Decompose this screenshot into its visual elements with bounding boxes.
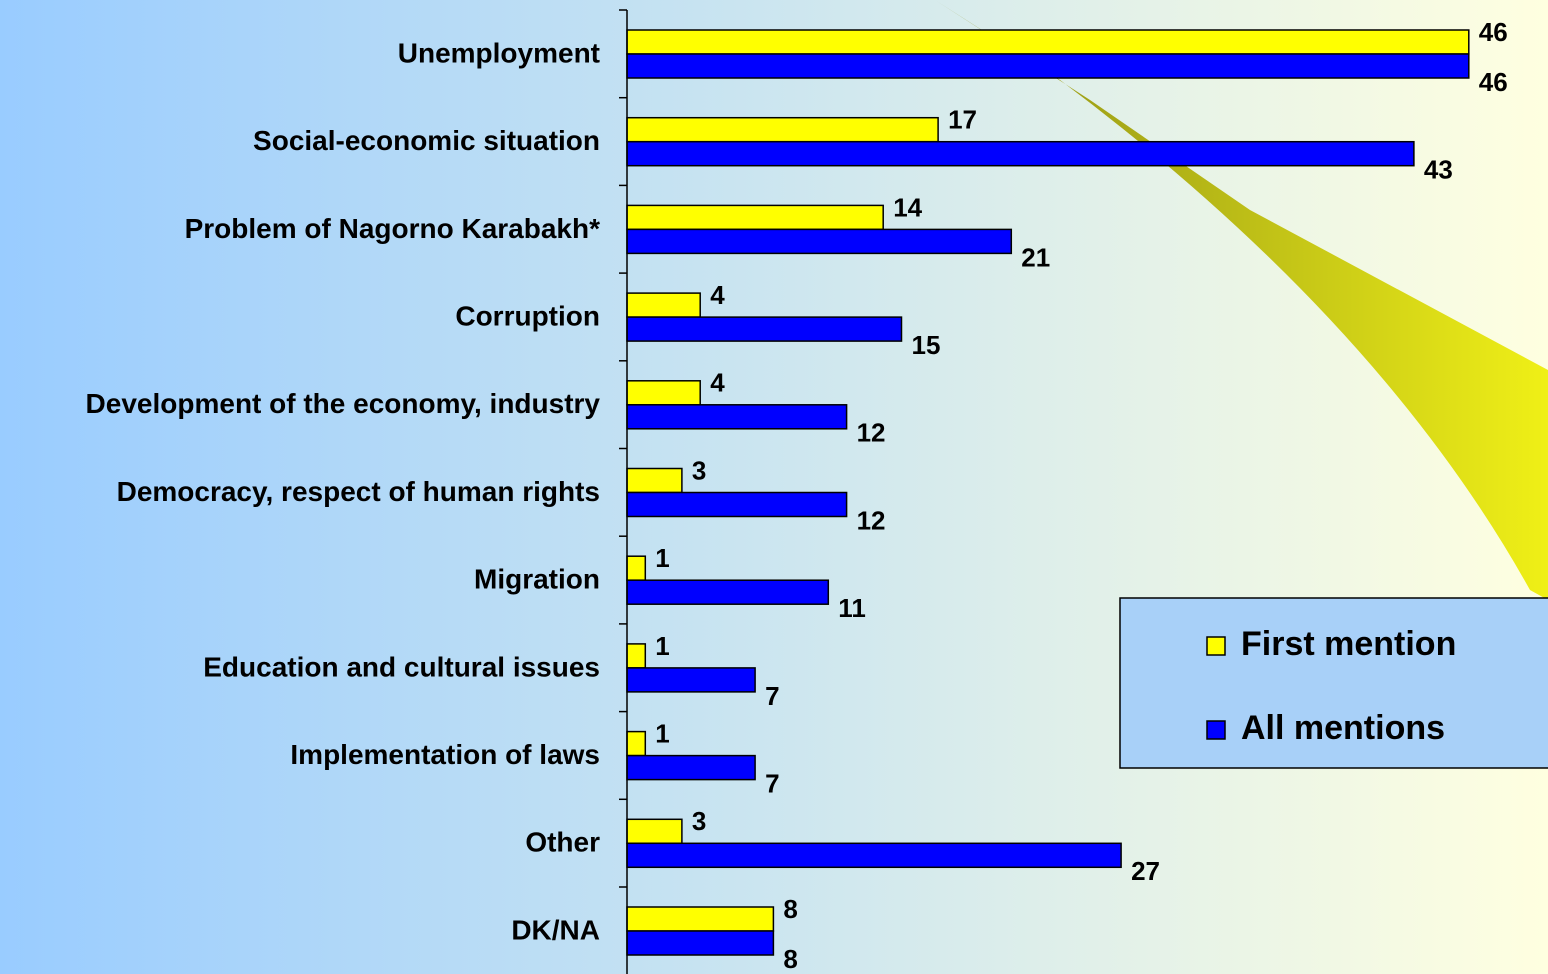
category-label: Corruption: [455, 300, 600, 331]
value-label: 14: [893, 192, 922, 222]
category-label: Implementation of laws: [290, 739, 600, 770]
value-label: 17: [948, 105, 977, 135]
value-label: 12: [857, 505, 886, 535]
bar: [626, 316, 903, 342]
legend: First mention All mentions: [1119, 597, 1548, 769]
value-label: 27: [1131, 856, 1160, 886]
bar: [626, 140, 1415, 167]
bar: [626, 292, 701, 318]
bar: [626, 818, 683, 845]
bar: [626, 116, 939, 143]
bar: [626, 930, 775, 956]
value-label: 8: [783, 894, 797, 924]
legend-box: [1119, 597, 1548, 769]
value-label: 3: [692, 455, 706, 485]
bar: [626, 754, 756, 781]
bar: [626, 491, 848, 518]
value-label: 1: [655, 718, 669, 748]
bar: [626, 555, 647, 581]
bar: [626, 906, 775, 932]
category-label: Democracy, respect of human rights: [117, 476, 600, 507]
bar: [626, 643, 647, 669]
category-label: Problem of Nagorno Karabakh*: [185, 213, 601, 244]
value-label: 15: [912, 330, 941, 360]
value-label: 7: [765, 768, 779, 798]
value-label: 46: [1479, 67, 1508, 97]
bar: [626, 29, 1470, 55]
bar: [626, 53, 1470, 79]
category-label: Social-economic situation: [253, 125, 600, 156]
value-label: 1: [655, 631, 669, 661]
category-label: Other: [525, 827, 600, 858]
bar: [626, 204, 884, 231]
category-label: Education and cultural issues: [203, 651, 600, 682]
plot: Unemployment 46 46 Social-economic situatio…: [86, 9, 1508, 974]
bar: [626, 380, 701, 406]
value-label: 12: [857, 418, 886, 448]
bar: [626, 730, 647, 757]
category-label: Unemployment: [398, 37, 600, 68]
bar: [626, 579, 830, 605]
value-label: 11: [838, 593, 866, 623]
category-label: DK/NA: [511, 914, 600, 945]
value-label: 8: [783, 944, 797, 974]
value-label: 1: [655, 543, 669, 573]
legend-label: All mentions: [1241, 709, 1445, 747]
value-label: 3: [692, 806, 706, 836]
bar: [626, 404, 848, 430]
bar: [626, 842, 1122, 869]
bar: [626, 667, 756, 693]
category-label: Migration: [474, 564, 600, 595]
bar: [626, 228, 1013, 255]
value-label: 43: [1424, 155, 1453, 185]
legend-swatch: [1206, 636, 1226, 656]
value-label: 21: [1021, 242, 1050, 272]
value-label: 4: [710, 368, 725, 398]
legend-swatch: [1206, 720, 1226, 740]
value-label: 7: [765, 681, 779, 711]
legend-label: First mention: [1241, 625, 1456, 663]
value-label: 46: [1479, 17, 1508, 47]
category-label: Development of the economy, industry: [86, 388, 601, 419]
value-label: 4: [710, 280, 725, 310]
bar: [626, 467, 683, 494]
